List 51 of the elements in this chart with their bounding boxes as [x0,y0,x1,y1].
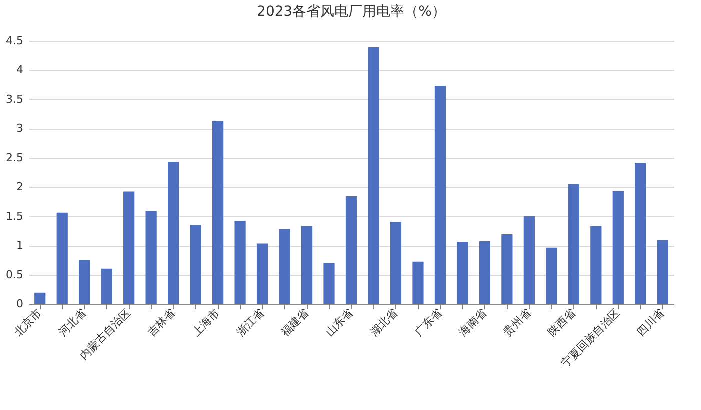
bar [368,47,380,304]
y-tick-label: 2.5 [6,151,24,164]
y-tick-label: 4 [16,64,24,77]
bar [279,229,290,304]
y-tick-label: 3 [16,122,24,136]
x-tick-label: 上海市 [190,306,222,340]
bar [190,225,202,304]
bar [346,196,358,304]
bar [390,222,402,304]
bar [612,191,624,304]
y-tick-label: 4.5 [6,34,24,48]
x-tick-label: 福建省 [278,306,312,340]
bar [635,163,646,304]
bar [324,263,335,304]
bar [546,248,558,304]
bar [234,221,246,304]
bar [34,292,46,304]
bar [590,226,602,304]
x-tick-label: 贵州省 [501,306,534,340]
bar [212,121,224,304]
y-tick-label: 0.5 [6,268,24,282]
bar [502,234,513,304]
bar [124,192,135,304]
bar [256,244,268,304]
bar [412,262,424,304]
bar [146,211,157,304]
x-tick-label: 吉林省 [145,306,178,340]
bar [524,216,535,304]
bar [457,242,468,304]
bar [301,226,313,304]
bar [568,184,580,304]
y-tick-label: 1 [16,239,24,252]
x-tick-label: 河北省 [56,306,89,340]
bar [479,241,491,304]
y-tick-label: 2 [16,180,24,194]
bar [168,162,180,304]
bar [101,268,112,304]
x-tick-label: 浙江省 [234,306,267,340]
bar [434,86,446,304]
chart-title: 2023各省风电厂用电率（%） [257,4,446,20]
x-tick-label: 四川省 [634,306,668,340]
bar [79,260,90,304]
y-tick-label: 3.5 [6,92,24,106]
x-tick-label: 陕西省 [546,306,578,340]
x-tick-label: 湖北省 [368,306,400,340]
bar [657,240,668,304]
y-tick-label: 1.5 [6,210,24,223]
x-tick-label: 海南省 [456,306,490,340]
x-tick-label: 山东省 [323,306,356,340]
x-tick-label: 广东省 [412,306,445,340]
bar [56,212,68,304]
